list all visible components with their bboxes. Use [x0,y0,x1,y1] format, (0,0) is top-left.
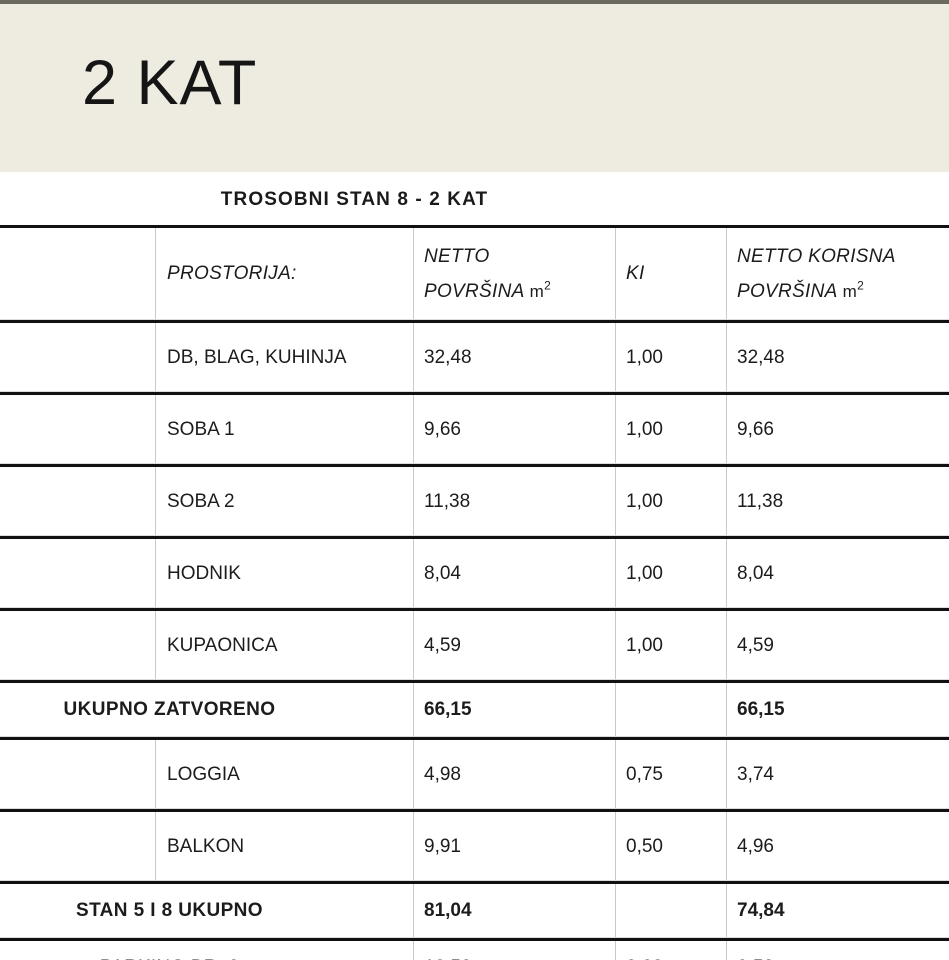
header-cell-net-usable: NETTO KORISNA POVRŠINA m2 [726,228,949,320]
row-hairline [0,463,949,464]
header-netto-exponent: 2 [544,278,552,293]
table-row: DB, BLAG, KUHINJA 32,48 1,00 32,48 [0,320,949,392]
row-coefficient: 0,50 [615,812,726,881]
table-row: BALKON 9,91 0,50 4,96 [0,809,949,881]
row-coefficient: 1,00 [615,611,726,680]
apartment-title: TROSOBNI STAN 8 - 2 KAT [220,189,489,210]
row-label: KUPAONICA [155,611,413,680]
row-hairline [0,736,949,737]
row-coefficient: 0,75 [615,740,726,809]
row-netto-area: 8,04 [413,539,615,608]
row-hairline [0,535,949,536]
row-label: STAN 5 I 8 UKUPNO [76,900,263,921]
table-row: UKUPNO ZATVORENO 66,15 66,15 [0,680,949,737]
area-table: PROSTORIJA: NETTO POVRŠINA m2 KI NETTO K… [0,225,949,960]
row-indent-cell [0,812,155,881]
row-hairline [0,607,949,608]
table-row: SOBA 1 9,66 1,00 9,66 [0,392,949,464]
header-netto-line2: POVRŠINA [424,281,525,302]
row-net-usable-area: 4,59 [726,611,949,680]
row-coefficient: 1,00 [615,395,726,464]
row-label: DB, BLAG, KUHINJA [155,323,413,392]
row-netto-area: 11,38 [413,467,615,536]
row-coefficient: 1,00 [615,539,726,608]
row-net-usable-area: 2,50 [726,941,949,960]
row-label: UKUPNO ZATVORENO [63,699,276,720]
row-indent-cell [0,467,155,536]
header-cell-pad [0,228,155,320]
header-cell-netto: NETTO POVRŠINA m2 [413,228,615,320]
row-hairline [0,391,949,392]
row-net-usable-area: 3,74 [726,740,949,809]
row-indent-cell [0,611,155,680]
row-coefficient [615,884,726,938]
header-cell-room: PROSTORIJA: [155,228,413,320]
floor-banner: 2 KAT [0,4,949,172]
row-label: BALKON [155,812,413,881]
header-nkp-unit: m [842,282,858,301]
table-header-row: PROSTORIJA: NETTO POVRŠINA m2 KI NETTO K… [0,225,949,320]
row-coefficient: 1,00 [615,323,726,392]
row-netto-area: 12,50 [413,941,615,960]
row-hairline [0,808,949,809]
table-row: KUPAONICA 4,59 1,00 4,59 [0,608,949,680]
row-hairline [0,880,949,881]
apartment-title-row: TROSOBNI STAN 8 - 2 KAT [0,172,949,225]
row-coefficient [615,683,726,737]
table-row: STAN 5 I 8 UKUPNO 81,04 74,84 [0,881,949,938]
row-net-usable-area: 8,04 [726,539,949,608]
row-label: SOBA 2 [155,467,413,536]
table-row: PARKING BR. 812,500,202,50 [0,938,949,960]
header-nkp-line1: NETTO KORISNA [737,245,896,267]
header-netto-unit: m [529,282,545,301]
row-netto-area: 9,66 [413,395,615,464]
row-label: SOBA 1 [155,395,413,464]
floor-title: 2 KAT [82,48,258,118]
row-indent-cell [0,539,155,608]
header-cell-ki: KI [615,228,726,320]
row-hairline [0,679,949,680]
header-room-label: PROSTORIJA: [167,263,297,284]
row-netto-area: 9,91 [413,812,615,881]
row-netto-area: 32,48 [413,323,615,392]
row-coefficient: 0,20 [615,941,726,960]
row-indent-cell [0,395,155,464]
row-indent-cell [0,323,155,392]
table-row: SOBA 2 11,38 1,00 11,38 [0,464,949,536]
row-netto-area: 66,15 [413,683,615,737]
row-label: PARKING BR. 8 [0,941,413,960]
row-net-usable-area: 4,96 [726,812,949,881]
top-accent-strip [0,0,949,4]
header-nkp-exponent: 2 [857,278,865,293]
header-nkp-block: NETTO KORISNA POVRŠINA m2 [737,239,896,309]
table-row: LOGGIA 4,98 0,75 3,74 [0,737,949,809]
row-net-usable-area: 32,48 [726,323,949,392]
row-net-usable-area: 11,38 [726,467,949,536]
header-hairline [0,319,949,320]
row-label: HODNIK [155,539,413,608]
table-row: HODNIK 8,04 1,00 8,04 [0,536,949,608]
row-net-usable-area: 9,66 [726,395,949,464]
header-nkp-line2: POVRŠINA [737,281,838,302]
row-hairline [0,937,949,938]
row-indent-cell [0,740,155,809]
header-netto-line1: NETTO [424,245,490,267]
row-coefficient: 1,00 [615,467,726,536]
row-net-usable-area: 74,84 [726,884,949,938]
row-net-usable-area: 66,15 [726,683,949,737]
header-netto-block: NETTO POVRŠINA m2 [424,239,551,309]
header-ki-label: KI [626,263,645,284]
row-label: LOGGIA [155,740,413,809]
row-netto-area: 81,04 [413,884,615,938]
row-netto-area: 4,98 [413,740,615,809]
table-body: DB, BLAG, KUHINJA 32,48 1,00 32,48 SOBA 1 9,6… [0,320,949,960]
row-netto-area: 4,59 [413,611,615,680]
